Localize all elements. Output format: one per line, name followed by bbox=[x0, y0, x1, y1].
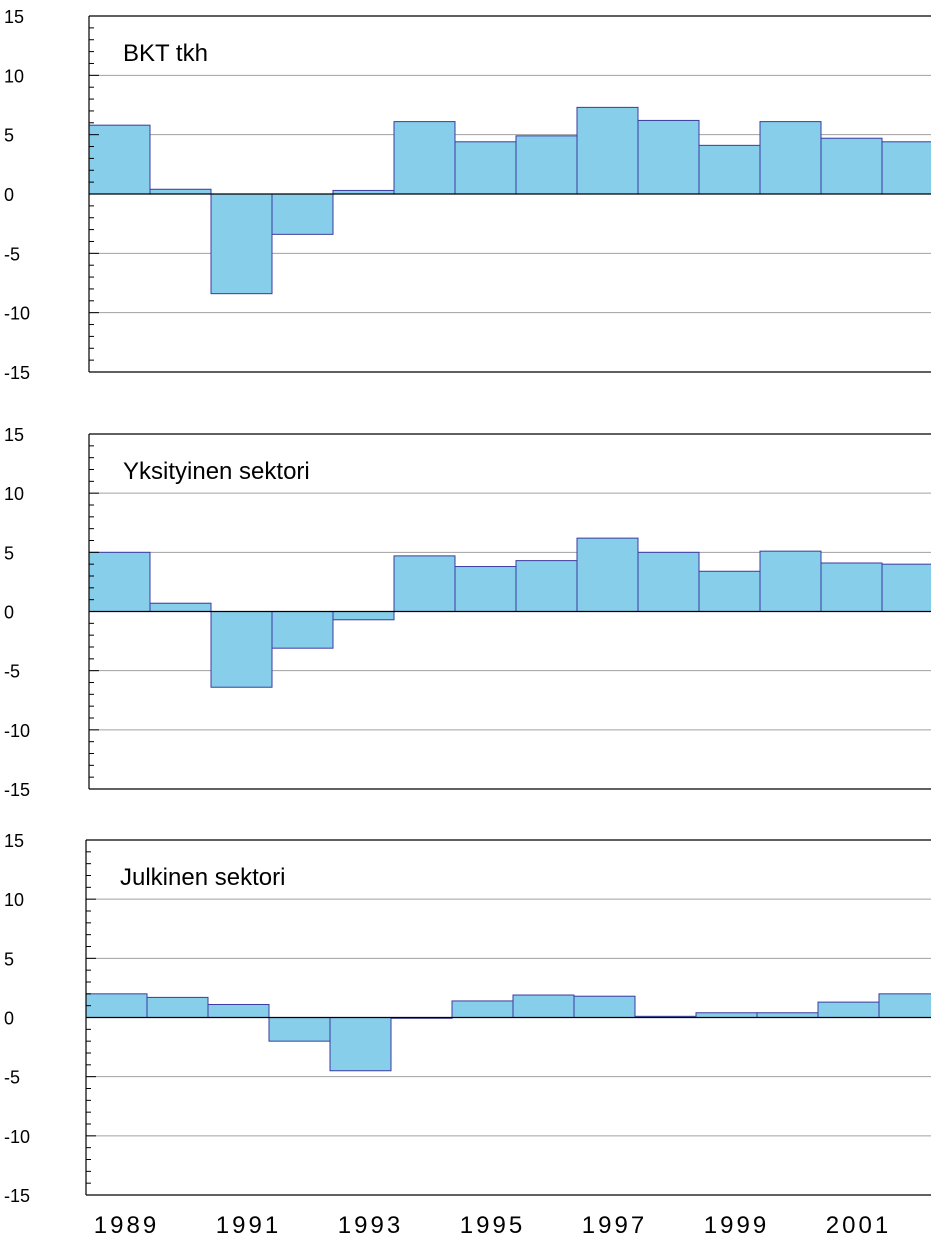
bar-1997 bbox=[576, 537, 639, 613]
bar-1997 bbox=[576, 106, 639, 195]
x-tick-label: 1999 bbox=[704, 1212, 769, 1238]
x-tick-label: 1993 bbox=[338, 1212, 403, 1238]
bar-1996 bbox=[512, 994, 575, 1018]
y-tick-label: 15 bbox=[4, 831, 24, 851]
y-tick-label: 0 bbox=[4, 1009, 14, 1029]
bar-2001 bbox=[820, 137, 883, 195]
bar-1992 bbox=[271, 193, 334, 235]
panel-title: Julkinen sektori bbox=[120, 864, 285, 891]
bar-2001 bbox=[817, 1001, 880, 1018]
bar-1999 bbox=[695, 1012, 758, 1018]
bar-2000 bbox=[759, 121, 822, 195]
y-tick-label: 0 bbox=[4, 185, 14, 205]
bar-1996 bbox=[515, 560, 578, 612]
y-tick-label: -15 bbox=[4, 780, 30, 800]
bar-1991 bbox=[210, 611, 273, 688]
bar-1996 bbox=[515, 135, 578, 195]
y-tick-label: -10 bbox=[4, 1127, 30, 1147]
y-tick-label: 5 bbox=[4, 126, 14, 146]
panel-1: 15 10 5 0 -5 -10 -15 BKT tkh bbox=[4, 7, 931, 383]
bar-1998 bbox=[637, 551, 700, 612]
bar-2000 bbox=[756, 1012, 819, 1018]
bar-1990 bbox=[149, 602, 212, 613]
bar-1999 bbox=[698, 570, 761, 612]
bar-1989 bbox=[88, 551, 151, 612]
bar-2002 bbox=[881, 563, 931, 613]
y-tick-label: 5 bbox=[4, 543, 14, 563]
panel-3: 15 10 5 0 -5 -10 -15 Julkinen sektori bbox=[4, 831, 931, 1206]
bar-1991 bbox=[207, 1003, 270, 1019]
y-tick-label: 15 bbox=[4, 7, 24, 27]
y-tick-label: -10 bbox=[4, 721, 30, 741]
bar-1993 bbox=[329, 1017, 392, 1072]
y-tick-label: -15 bbox=[4, 1186, 30, 1206]
x-tick-label: 1997 bbox=[582, 1212, 647, 1238]
y-tick-label: 5 bbox=[4, 949, 14, 969]
panel-title: BKT tkh bbox=[123, 40, 208, 67]
bar-1995 bbox=[454, 566, 517, 612]
bar-2002 bbox=[878, 993, 931, 1018]
bar-2002 bbox=[881, 141, 931, 195]
bar-1992 bbox=[268, 1017, 331, 1042]
bar-1992 bbox=[271, 611, 334, 649]
y-tick-label: 10 bbox=[4, 890, 24, 910]
y-tick-label: -5 bbox=[4, 1068, 20, 1088]
bar-1990 bbox=[146, 996, 209, 1019]
y-tick-label: 15 bbox=[4, 425, 24, 445]
panel-2: 15 10 5 0 -5 -10 -15 Yksityinen sektori bbox=[4, 425, 931, 800]
y-tick-label: -5 bbox=[4, 244, 20, 264]
bar-1997 bbox=[573, 995, 636, 1019]
bar-1989 bbox=[88, 124, 151, 195]
y-tick-label: 10 bbox=[4, 484, 24, 504]
panel-title: Yksityinen sektori bbox=[123, 458, 310, 485]
bar-1994 bbox=[393, 121, 456, 195]
bar-1989 bbox=[85, 993, 148, 1018]
bar-1995 bbox=[454, 141, 517, 195]
bar-1999 bbox=[698, 144, 761, 195]
bar-2001 bbox=[820, 562, 883, 613]
bar-1990 bbox=[149, 188, 212, 195]
y-tick-label: 10 bbox=[4, 66, 24, 86]
x-tick-label: 1989 bbox=[94, 1212, 159, 1238]
x-tick-label: 1995 bbox=[460, 1212, 525, 1238]
bar-2000 bbox=[759, 550, 822, 613]
x-tick-label: 2001 bbox=[826, 1212, 891, 1238]
y-tick-label: -5 bbox=[4, 662, 20, 682]
y-tick-label: -15 bbox=[4, 363, 30, 383]
bar-1998 bbox=[637, 119, 700, 195]
x-tick-label: 1991 bbox=[216, 1212, 281, 1238]
y-tick-label: 0 bbox=[4, 603, 14, 623]
bar-1995 bbox=[451, 1000, 514, 1019]
bar-1994 bbox=[393, 555, 456, 613]
bar-1993 bbox=[332, 611, 395, 621]
bar-1991 bbox=[210, 193, 273, 295]
y-tick-label: -10 bbox=[4, 304, 30, 324]
